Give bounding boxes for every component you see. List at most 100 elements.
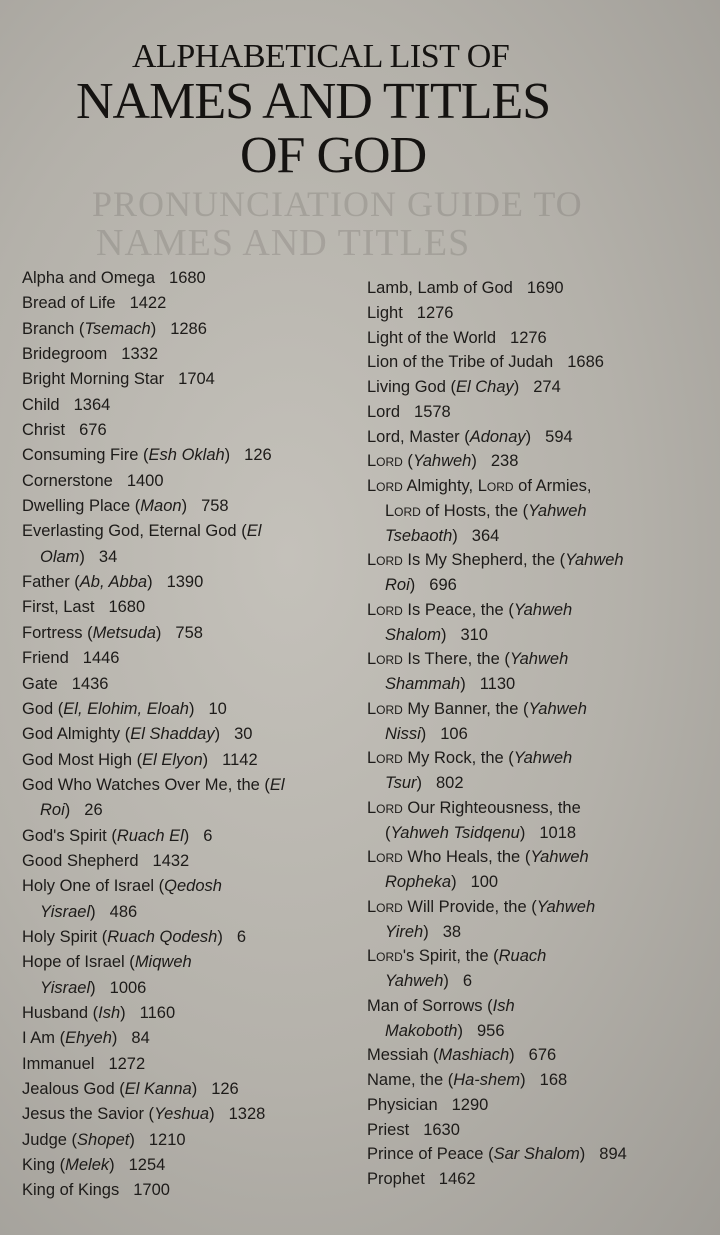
entry-text: Christ [22, 421, 66, 440]
title-line-3: OF GOD [240, 127, 427, 184]
entry-line: Prophet 1462 [367, 1167, 627, 1192]
entry-text: ) [217, 927, 223, 946]
list-entry: Everlasting God, Eternal God (El Olam) 34 [22, 519, 285, 570]
entry-text: Prophet [367, 1170, 425, 1188]
page-number: 1210 [148, 1130, 186, 1149]
page-number: 802 [436, 774, 464, 792]
entry-text: Hope of Israel ( [22, 953, 135, 972]
entry-text: ) [183, 826, 190, 845]
entry-text: ) [90, 978, 96, 997]
entry-line: Child 1364 [22, 393, 285, 418]
page-number: 1276 [416, 303, 454, 322]
title-line-1: ALPHABETICAL LIST OF [132, 38, 510, 75]
original-name: Ish [492, 996, 515, 1015]
entry-line: Priest 1630 [367, 1118, 627, 1143]
entry-text: ) [129, 1130, 135, 1149]
original-name: Melek [65, 1156, 110, 1175]
page-number: 6 [236, 927, 247, 946]
entry-text: Lamb, Lamb of God [367, 279, 513, 297]
page-number: 1390 [166, 573, 204, 592]
entry-line: Everlasting God, Eternal God (El [22, 519, 285, 544]
original-name: El Shadday [130, 725, 215, 744]
entry-text: Lord [367, 650, 403, 669]
page-number: 1286 [170, 319, 207, 338]
page-number: 1328 [228, 1105, 266, 1124]
list-entry: Lord My Banner, the (Yahweh Nissi) 106 [367, 697, 627, 747]
list-entry: Husband (Ish) 1160 [22, 1001, 285, 1026]
entry-line: Prince of Peace (Sar Shalom) 894 [367, 1142, 627, 1167]
entry-text: Almighty, [402, 477, 478, 495]
entry-text: ) [440, 625, 447, 644]
entry-text: Jealous God ( [22, 1080, 125, 1098]
entry-line: Shammah) 1130 [367, 672, 627, 697]
entry-line: Jealous God (El Kanna) 126 [22, 1077, 285, 1102]
entry-line: Friend 1446 [22, 646, 285, 671]
entry-text: Is My Shepherd, the ( [402, 551, 566, 570]
entry-text: Lord [367, 947, 403, 966]
entry-text: of Hosts, the ( [420, 501, 529, 520]
entry-text: ) [451, 873, 457, 891]
entry-text: Consuming Fire ( [22, 446, 149, 465]
page-number: 676 [528, 1046, 557, 1065]
original-name: Shopet [77, 1130, 130, 1149]
original-name: Ropheka [385, 873, 452, 891]
list-entry: Messiah (Mashiach) 676 [367, 1043, 627, 1068]
entry-text: ) [120, 1003, 126, 1022]
entry-line: Yisrael) 1006 [22, 976, 285, 1001]
list-entry: Lord Is My Shepherd, the (Yahweh Roi) 696 [367, 548, 627, 598]
entry-text: ) [416, 774, 423, 792]
page-number: 26 [84, 801, 103, 820]
page-number: 100 [470, 873, 499, 891]
entry-text: Light of the World [367, 328, 497, 347]
page-number: 1690 [526, 279, 564, 297]
list-entry: Gate 1436 [22, 672, 285, 697]
entry-line: Husband (Ish) 1160 [22, 1001, 285, 1026]
page-number: 126 [244, 446, 272, 465]
list-entry: Father (Ab, Abba) 1390 [22, 570, 285, 595]
original-name: Miqweh [134, 953, 192, 972]
entry-text: Branch ( [22, 319, 85, 338]
page-number: 1272 [108, 1054, 146, 1073]
entry-line: God Who Watches Over Me, the (El [22, 773, 285, 798]
entry-text: ) [150, 319, 157, 338]
entry-line: Light of the World 1276 [367, 326, 627, 351]
list-entry: Physician 1290 [367, 1093, 627, 1118]
entry-line: Messiah (Mashiach) 676 [367, 1043, 627, 1068]
entry-line: Lord Is Peace, the (Yahweh [367, 598, 627, 623]
list-entry: Light 1276 [367, 301, 627, 326]
entry-text: ( [402, 452, 413, 471]
entry-text: Everlasting God, Eternal God ( [22, 522, 247, 541]
entry-line: Immanuel 1272 [22, 1052, 285, 1077]
entry-text: Child [22, 395, 60, 414]
list-entry: Judge (Shopet) 1210 [22, 1128, 285, 1153]
entry-text: Husband ( [22, 1003, 99, 1022]
entry-line: Hope of Israel (Miqweh [22, 950, 285, 975]
entry-text: Is Peace, the ( [402, 600, 514, 619]
entry-text: Dwelling Place ( [22, 497, 141, 516]
page-number: 106 [440, 724, 468, 743]
entry-line: Living God (El Chay) 274 [367, 375, 627, 400]
original-name: Yahweh [565, 551, 624, 570]
entry-text: ) [420, 724, 427, 743]
entry-text: God Almighty ( [22, 725, 131, 744]
list-entry: King of Kings 1700 [22, 1178, 285, 1203]
entry-text: ) [409, 576, 416, 594]
entry-text: ) [519, 823, 526, 842]
entry-text: Lord [367, 551, 403, 570]
entry-line: King of Kings 1700 [22, 1178, 285, 1203]
entry-line: Branch (Tsemach) 1286 [22, 317, 285, 342]
entry-line: Lord 1578 [367, 400, 627, 425]
entry-text: Lord, Master ( [367, 427, 470, 446]
entry-text: ) [520, 1071, 526, 1089]
original-name: Yahweh [385, 972, 444, 990]
entry-line: God Most High (El Elyon) 1142 [22, 748, 285, 773]
page-number: 594 [545, 427, 573, 446]
original-name: Esh Oklah [148, 446, 225, 465]
entry-line: Lamb, Lamb of God 1690 [367, 276, 627, 301]
list-entry: Lion of the Tribe of Judah 1686 [367, 350, 627, 375]
entry-text: God's Spirit ( [22, 826, 117, 845]
original-name: Yahweh [528, 501, 587, 520]
entry-line: Lord My Rock, the (Yahweh [367, 746, 627, 771]
entry-text: Friend [22, 649, 69, 668]
page-number: 486 [109, 902, 138, 921]
